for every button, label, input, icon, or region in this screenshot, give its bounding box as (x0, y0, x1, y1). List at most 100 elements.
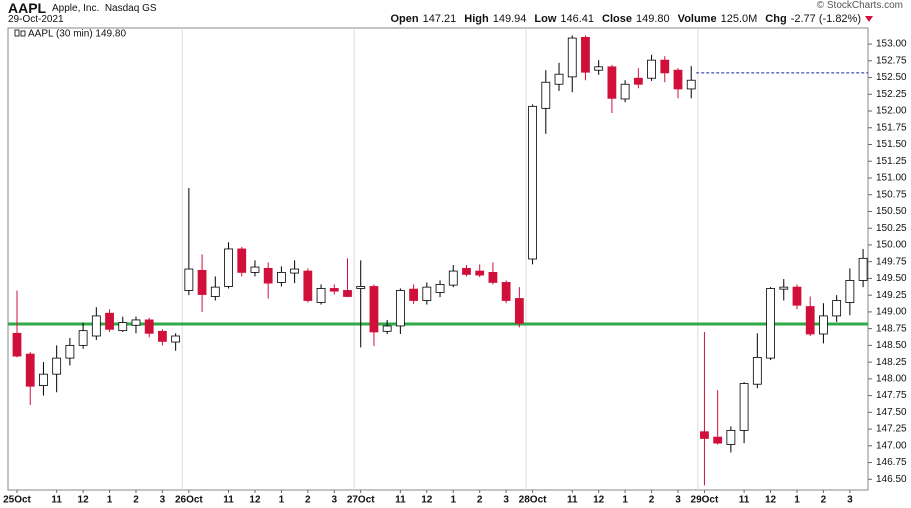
candle-body (184, 268, 194, 291)
y-tick-label: 150.25 (876, 223, 907, 234)
candle-body (25, 353, 35, 387)
stat-value: 125.0M (720, 13, 758, 25)
date: 29-Oct-2021 (8, 14, 64, 25)
candle-body (369, 286, 379, 333)
candle-body (118, 322, 128, 332)
candle-body (144, 319, 154, 334)
candle-body (594, 66, 604, 71)
stat-value: -2.77 (-1.82%) (790, 13, 861, 25)
candle-body (686, 79, 696, 90)
down-arrow (865, 16, 873, 23)
x-tick-label: 3 (160, 495, 166, 506)
candle-body (39, 373, 48, 386)
candle-body (607, 66, 617, 99)
candle-body (766, 288, 775, 359)
company-name: Apple, Inc. (52, 3, 100, 14)
legend-icon-body-2 (20, 30, 26, 37)
y-tick-label: 147.50 (876, 407, 907, 418)
y-tick-label: 146.75 (876, 457, 907, 468)
x-tick-label: 12 (765, 495, 777, 506)
x-tick-label: 29Oct (691, 495, 719, 506)
stat-value: 146.41 (560, 13, 595, 25)
candle-body (158, 330, 167, 342)
y-tick-label: 152.75 (876, 55, 907, 66)
candle-body (263, 267, 273, 284)
x-tick-label: 11 (51, 495, 62, 506)
candle-body (250, 266, 260, 273)
stat-value: 149.80 (636, 13, 670, 25)
x-tick-label: 1 (279, 495, 285, 506)
candle-body (171, 335, 181, 343)
candle-body (488, 271, 498, 283)
candle-body (700, 431, 709, 439)
y-tick-label: 150.00 (876, 240, 907, 251)
candle-body (316, 288, 326, 303)
x-tick-label: 1 (450, 495, 456, 506)
x-tick-label: 1 (107, 495, 113, 506)
candle-body (12, 332, 22, 357)
candle-body (501, 282, 511, 301)
y-tick-label: 147.25 (876, 424, 907, 435)
x-tick-label: 11 (567, 495, 578, 506)
x-tick-label: 3 (675, 495, 681, 506)
candle-body (395, 290, 405, 327)
candle-body (620, 83, 630, 100)
x-tick-label: 27Oct (347, 495, 375, 506)
y-tick-label: 152.50 (876, 72, 907, 83)
y-tick-label: 150.75 (876, 189, 907, 200)
x-tick-label: 2 (305, 495, 311, 506)
y-tick-label: 153.00 (876, 39, 907, 50)
y-tick-label: 148.75 (876, 323, 907, 334)
candle-body (210, 286, 220, 297)
candle-body (541, 81, 551, 109)
candle-body (131, 319, 141, 326)
company: Apple, Inc. Nasdaq GS (52, 3, 157, 14)
y-tick-label: 150.50 (876, 206, 907, 217)
candle-body (647, 59, 656, 79)
y-tick-label: 148.00 (876, 373, 907, 384)
candle-body (475, 270, 485, 276)
x-tick-label: 3 (331, 495, 337, 506)
candle-body (448, 270, 458, 286)
candle-body (858, 257, 868, 281)
candle-body (752, 357, 762, 385)
y-tick-label: 149.00 (876, 307, 907, 318)
candle-body (567, 37, 577, 78)
candle-body (303, 270, 313, 301)
candle-body (78, 330, 88, 346)
candle-body (845, 280, 855, 303)
stat-label: Open (390, 13, 419, 25)
candle-body (581, 36, 590, 73)
y-tick-label: 149.50 (876, 273, 907, 284)
y-tick-label: 147.00 (876, 440, 907, 451)
y-tick-label: 151.75 (876, 122, 907, 133)
stats: Open 147.21 High 149.94 Low 146.41 Close 149.80… (390, 13, 873, 25)
x-tick-label: 1 (622, 495, 628, 506)
credit: © StockCharts.com (816, 0, 903, 11)
plot-area (7, 27, 869, 491)
candle-body (832, 300, 842, 317)
y-tick-label: 152.00 (876, 106, 907, 117)
y-tick-label: 149.25 (876, 290, 907, 301)
candle-body (356, 286, 366, 289)
y-tick-label: 148.50 (876, 340, 907, 351)
candle-body (409, 288, 419, 301)
x-tick-label: 12 (421, 495, 433, 506)
candle-body (65, 344, 75, 359)
candle-body (713, 436, 723, 444)
x-tick-label: 12 (249, 495, 261, 506)
y-tick-label: 151.00 (876, 173, 907, 184)
legend: AAPL (30 min) 149.80 (28, 29, 126, 40)
x-tick-label: 3 (503, 495, 509, 506)
candle-body (660, 59, 670, 74)
candle-body (779, 286, 789, 290)
x-tick-label: 11 (395, 495, 406, 506)
y-tick-label: 148.25 (876, 357, 907, 368)
x-tick-label: 2 (649, 495, 655, 506)
stat-label: Volume (677, 13, 717, 25)
y-tick-label: 146.50 (876, 474, 907, 485)
x-tick-label: 25Oct (3, 495, 31, 506)
y-tick-label: 152.25 (876, 89, 907, 100)
x-tick-label: 12 (78, 495, 90, 506)
symbol: AAPL (8, 0, 47, 16)
